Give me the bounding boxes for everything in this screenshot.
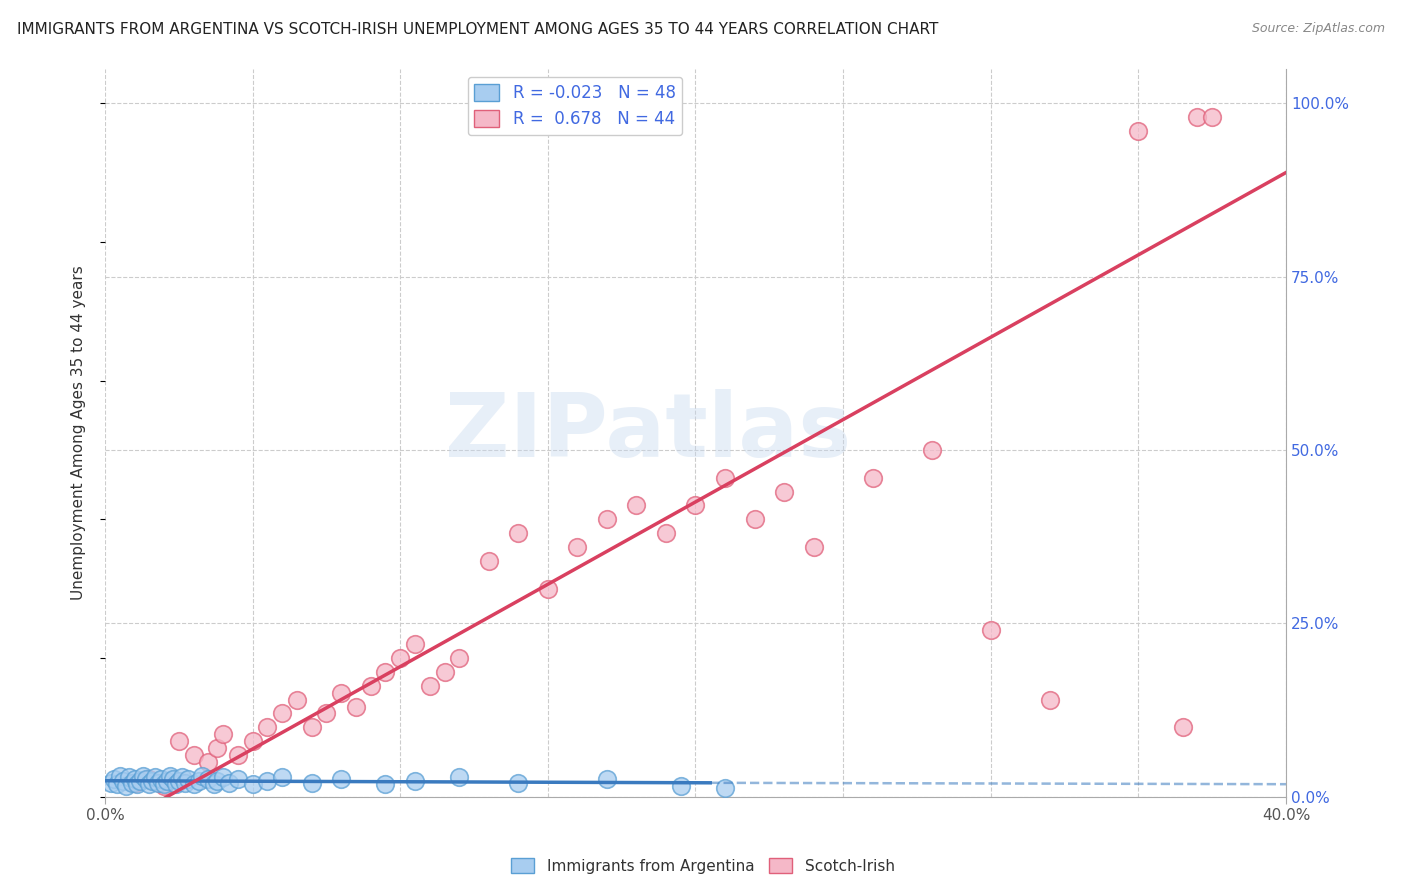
Point: [226, 772, 249, 787]
Point: [537, 582, 560, 596]
Point: [271, 770, 294, 784]
Point: [330, 772, 353, 787]
Point: [567, 540, 589, 554]
Point: [330, 686, 353, 700]
Point: [360, 679, 382, 693]
Text: IMMIGRANTS FROM ARGENTINA VS SCOTCH-IRISH UNEMPLOYMENT AMONG AGES 35 TO 44 YEARS: IMMIGRANTS FROM ARGENTINA VS SCOTCH-IRIS…: [17, 22, 938, 37]
Point: [226, 747, 249, 762]
Point: [162, 772, 184, 787]
Point: [449, 770, 471, 784]
Point: [285, 692, 308, 706]
Point: [449, 651, 471, 665]
Point: [980, 624, 1002, 638]
Point: [143, 770, 166, 784]
Point: [111, 774, 134, 789]
Point: [212, 770, 235, 784]
Point: [100, 776, 122, 790]
Point: [167, 734, 190, 748]
Point: [156, 774, 179, 789]
Point: [124, 776, 146, 790]
Point: [669, 779, 692, 793]
Point: [176, 772, 198, 787]
Point: [596, 772, 619, 787]
Point: [205, 741, 228, 756]
Point: [301, 720, 323, 734]
Point: [242, 777, 264, 791]
Point: [626, 499, 648, 513]
Point: [183, 777, 205, 791]
Point: [404, 637, 426, 651]
Point: [188, 774, 211, 789]
Point: [170, 770, 193, 784]
Point: [714, 471, 737, 485]
Point: [146, 776, 169, 790]
Point: [197, 772, 219, 787]
Point: [165, 777, 187, 791]
Text: ZIPatlas: ZIPatlas: [446, 389, 852, 476]
Point: [803, 540, 825, 554]
Point: [433, 665, 456, 679]
Point: [159, 769, 181, 783]
Point: [191, 769, 214, 783]
Point: [344, 699, 367, 714]
Point: [183, 747, 205, 762]
Point: [212, 727, 235, 741]
Point: [744, 512, 766, 526]
Point: [374, 665, 396, 679]
Point: [1187, 110, 1209, 124]
Point: [921, 442, 943, 457]
Point: [256, 720, 278, 734]
Point: [478, 554, 501, 568]
Point: [197, 755, 219, 769]
Point: [153, 777, 176, 791]
Point: [1171, 720, 1194, 734]
Point: [655, 526, 678, 541]
Legend: Immigrants from Argentina, Scotch-Irish: Immigrants from Argentina, Scotch-Irish: [505, 852, 901, 880]
Point: [132, 769, 155, 783]
Point: [862, 471, 884, 485]
Point: [167, 774, 190, 789]
Point: [714, 781, 737, 796]
Point: [419, 679, 441, 693]
Text: Source: ZipAtlas.com: Source: ZipAtlas.com: [1251, 22, 1385, 36]
Point: [315, 706, 337, 721]
Point: [138, 777, 160, 791]
Point: [121, 776, 143, 790]
Point: [124, 772, 146, 787]
Point: [374, 777, 396, 791]
Point: [135, 772, 157, 787]
Point: [117, 770, 139, 784]
Point: [205, 774, 228, 789]
Point: [508, 776, 530, 790]
Point: [150, 772, 173, 787]
Point: [138, 772, 160, 787]
Legend: R = -0.023   N = 48, R =  0.678   N = 44: R = -0.023 N = 48, R = 0.678 N = 44: [468, 77, 682, 135]
Point: [389, 651, 412, 665]
Y-axis label: Unemployment Among Ages 35 to 44 years: Unemployment Among Ages 35 to 44 years: [72, 265, 86, 600]
Point: [508, 526, 530, 541]
Point: [242, 734, 264, 748]
Point: [218, 776, 240, 790]
Point: [1128, 124, 1150, 138]
Point: [153, 779, 176, 793]
Point: [108, 769, 131, 783]
Point: [173, 776, 195, 790]
Point: [141, 774, 163, 789]
Point: [685, 499, 707, 513]
Point: [1039, 692, 1062, 706]
Point: [404, 774, 426, 789]
Point: [129, 774, 152, 789]
Point: [271, 706, 294, 721]
Point: [114, 779, 136, 793]
Point: [105, 777, 128, 791]
Point: [596, 512, 619, 526]
Point: [103, 772, 125, 787]
Point: [773, 484, 796, 499]
Point: [127, 777, 149, 791]
Point: [256, 774, 278, 789]
Point: [202, 777, 225, 791]
Point: [301, 776, 323, 790]
Point: [1201, 110, 1223, 124]
